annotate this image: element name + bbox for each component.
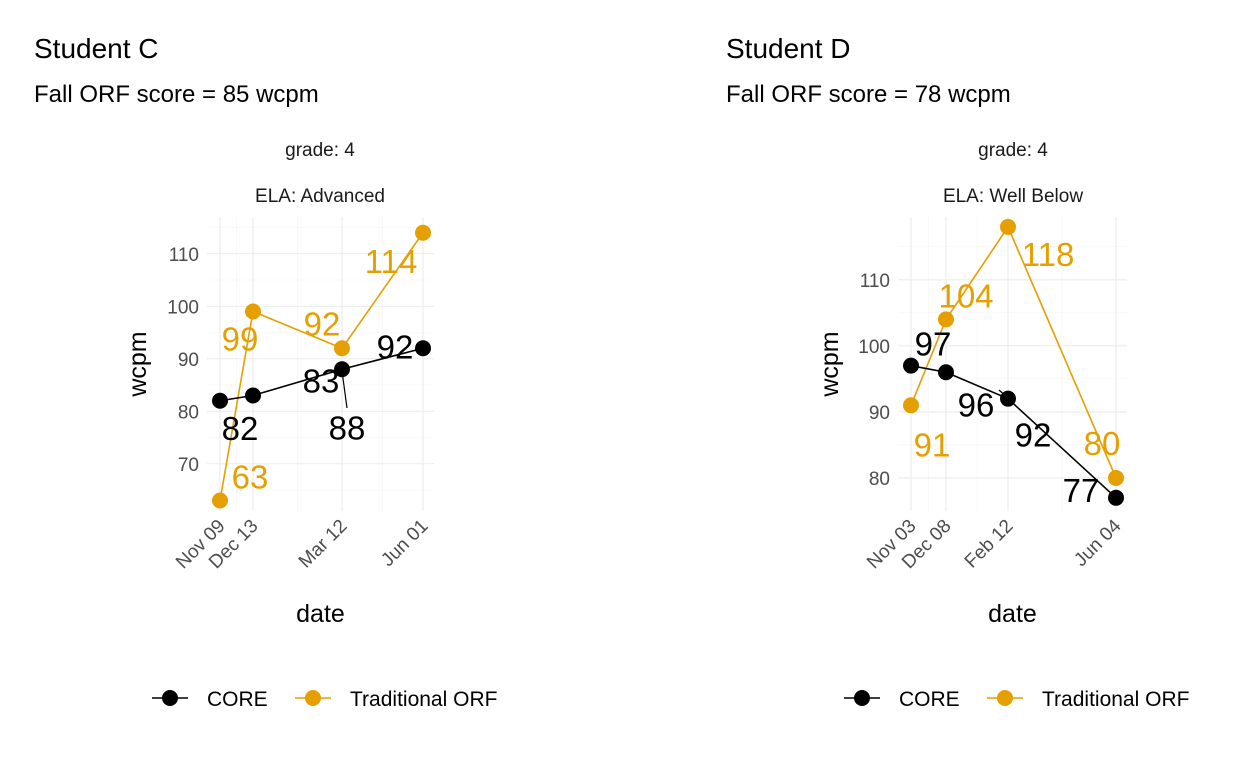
data-label: 118 — [1022, 236, 1075, 273]
data-label: 96 — [958, 386, 995, 423]
data-point — [1000, 218, 1016, 235]
legend-item-core: CORE — [152, 688, 268, 711]
series-traditional-orf — [212, 224, 431, 509]
facet-strip-label: grade: 4 — [978, 140, 1048, 161]
y-tick-label: 100 — [858, 337, 890, 358]
series-traditional-orf — [903, 218, 1124, 486]
y-tick-label: 90 — [869, 403, 890, 424]
data-label: 97 — [915, 326, 952, 363]
chart-title: Student D — [726, 33, 851, 64]
facet-strip-label: ELA: Advanced — [255, 186, 385, 207]
data-label: 91 — [914, 426, 951, 463]
legend-label: Traditional ORF — [350, 688, 497, 711]
series-core — [903, 357, 1124, 506]
data-label: 63 — [232, 459, 269, 496]
data-label: 104 — [938, 277, 993, 314]
label-leader-line — [341, 370, 348, 409]
data-point — [245, 303, 261, 320]
data-label: 92 — [304, 305, 341, 342]
data-point — [903, 397, 919, 414]
data-point — [212, 392, 228, 409]
data-label: 80 — [1084, 425, 1121, 462]
chart-subtitle: Fall ORF score = 78 wcpm — [726, 81, 1011, 108]
x-axis-title: date — [988, 600, 1037, 628]
series-line — [910, 364, 1117, 499]
x-tick-label: Jun 04 — [1070, 515, 1125, 570]
legend-label: CORE — [207, 688, 268, 711]
data-label: 92 — [1015, 417, 1052, 454]
chart-subtitle: Fall ORF score = 85 wcpm — [34, 81, 319, 108]
data-label: 83 — [303, 363, 340, 400]
y-tick-label: 70 — [178, 455, 199, 476]
chart-title: Student C — [34, 33, 159, 64]
data-point — [415, 340, 431, 357]
data-label: 92 — [377, 328, 414, 365]
data-point — [212, 492, 228, 509]
data-point — [334, 340, 350, 357]
y-tick-label: 100 — [167, 297, 199, 318]
data-label: 82 — [222, 410, 259, 447]
y-tick-label: 110 — [860, 271, 890, 292]
y-axis-title: wcpm — [124, 331, 152, 397]
y-tick-label: 80 — [869, 469, 890, 490]
legend-item-traditional-orf: Traditional ORF — [987, 688, 1189, 711]
data-label: 77 — [1063, 472, 1100, 509]
series-core — [212, 340, 431, 409]
data-point — [334, 361, 350, 378]
legend-key-point — [997, 690, 1013, 706]
series-line — [910, 225, 1117, 479]
series-line — [219, 232, 424, 501]
data-point — [903, 357, 919, 374]
data-label: 99 — [222, 321, 259, 358]
grid — [898, 217, 1127, 511]
legend-key-point — [854, 690, 870, 706]
facet-strip-label: grade: 4 — [285, 140, 355, 161]
data-point — [1108, 489, 1124, 506]
data-label: 88 — [329, 409, 366, 446]
legend: CORE Traditional ORF — [844, 688, 1189, 711]
legend-key-point — [305, 690, 321, 706]
data-point — [245, 387, 261, 404]
data-point — [1108, 469, 1124, 486]
chart-panel-student-c: Student C Fall ORF score = 85 wcpm grade: … — [34, 33, 497, 711]
legend: CORE Traditional ORF — [152, 688, 497, 711]
chart-panel-student-d: Student D Fall ORF score = 78 wcpm grade: … — [726, 33, 1189, 711]
data-labels-traditional-orf: 63 99 92 114 — [222, 243, 418, 496]
data-point — [415, 224, 431, 241]
x-tick-label: Jun 01 — [377, 516, 432, 571]
data-labels-traditional-orf: 91 104 118 80 — [914, 236, 1121, 463]
data-point — [938, 364, 954, 381]
legend-label: CORE — [899, 688, 960, 711]
legend-item-traditional-orf: Traditional ORF — [295, 688, 497, 711]
series-line — [219, 347, 424, 402]
x-tick-label: Mar 12 — [295, 516, 352, 573]
facet-strip-label: ELA: Well Below — [943, 186, 1083, 207]
legend-label: Traditional ORF — [1042, 688, 1189, 711]
x-tick-label: Feb 12 — [961, 516, 1018, 573]
y-axis-title: wcpm — [816, 331, 844, 397]
data-point — [938, 311, 954, 328]
y-tick-label: 90 — [178, 350, 199, 371]
y-tick-label: 110 — [169, 245, 199, 266]
label-leader-line — [998, 389, 1009, 399]
legend-key-point — [162, 690, 178, 706]
x-axis-title: date — [296, 600, 345, 628]
data-labels-core: 82 83 88 92 — [222, 328, 414, 447]
data-label: 114 — [365, 243, 418, 280]
legend-item-core: CORE — [844, 688, 960, 711]
y-tick-label: 80 — [178, 402, 199, 423]
